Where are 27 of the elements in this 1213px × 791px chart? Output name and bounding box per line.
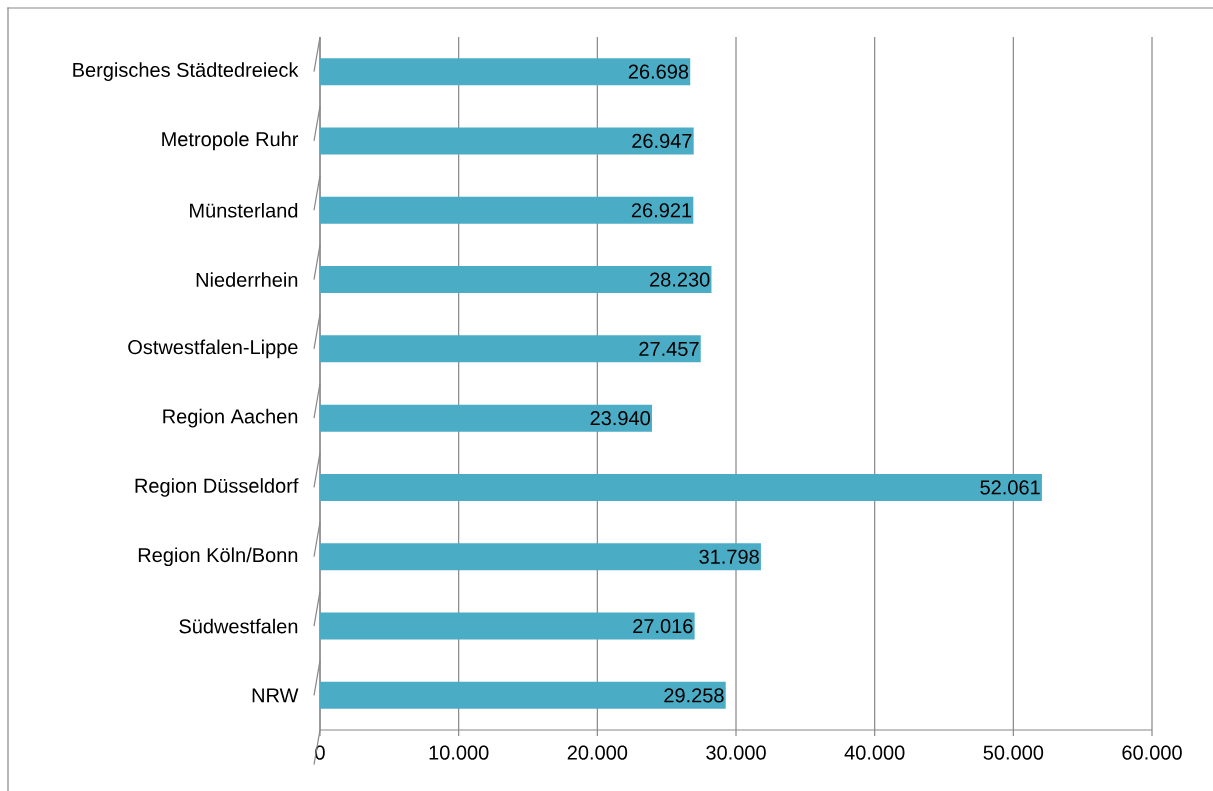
x-tick-label: 0 bbox=[315, 745, 325, 760]
y-tick-label: Südwestfalen bbox=[179, 618, 298, 634]
data-label: 28.230 bbox=[650, 272, 710, 287]
data-label: 26.698 bbox=[628, 64, 689, 79]
y-tick-label: Niederrhein bbox=[196, 272, 298, 287]
x-tick-label: 10.000 bbox=[429, 745, 489, 760]
data-label: 23.940 bbox=[590, 411, 650, 426]
y-tick-label: Bergisches Städtedreieck bbox=[73, 62, 299, 81]
data-label: 31.798 bbox=[699, 549, 759, 564]
data-label: 27.016 bbox=[633, 618, 693, 634]
x-tick-label: 40.000 bbox=[844, 745, 905, 760]
y-tick-label: Region Düsseldorf bbox=[135, 478, 299, 497]
y-tick-label: Region Aachen bbox=[163, 408, 298, 428]
y-tick-label: Metropole Ruhr bbox=[162, 131, 299, 151]
data-label: 29.258 bbox=[664, 688, 724, 703]
x-tick-label: 50.000 bbox=[983, 745, 1044, 760]
y-tick-label: Münsterland bbox=[190, 202, 298, 218]
x-tick-label: 30.000 bbox=[706, 745, 766, 760]
x-tick-label: 20.000 bbox=[567, 745, 628, 760]
x-tick-label: 60.000 bbox=[1122, 745, 1182, 760]
data-label: 26.921 bbox=[631, 203, 692, 218]
y-tick-label: Region Köln/Bonn bbox=[138, 547, 298, 567]
data-label: 26.947 bbox=[632, 133, 692, 149]
y-tick-label: Ostwestfalen-Lippe bbox=[128, 339, 298, 359]
y-tick-label: NRW bbox=[252, 688, 299, 703]
data-label: 27.457 bbox=[639, 341, 699, 356]
data-label: 52.061 bbox=[980, 480, 1040, 495]
